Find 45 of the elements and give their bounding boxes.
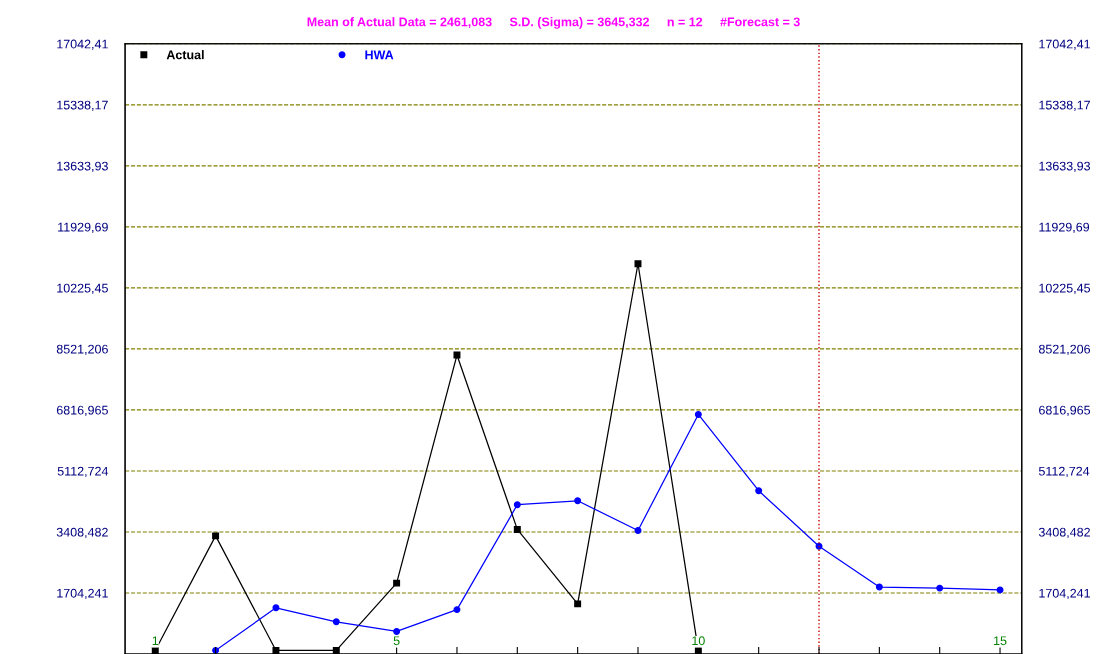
point: [634, 260, 642, 268]
point: [574, 497, 582, 505]
y-tick-label: 1704,241: [57, 588, 108, 600]
x-tick-label: 15: [994, 636, 1007, 646]
y2-tick-label: 10225,45: [1039, 283, 1091, 295]
point: [212, 532, 220, 540]
point: [936, 584, 944, 592]
point: [332, 618, 340, 626]
y-tick-label: 15338,17: [57, 100, 108, 111]
y2-tick-label: 6816,965: [1039, 405, 1091, 417]
y2-tick-label: 8521,206: [1038, 344, 1091, 356]
y-tick-label: 5112,724: [57, 466, 109, 478]
y-tick-label: 17042,41: [57, 39, 108, 50]
y2-tick-label: 11929,69: [1039, 222, 1090, 233]
point: [453, 351, 461, 359]
y2-tick-label: 13633,93: [1039, 161, 1091, 172]
point: [393, 627, 401, 635]
x-tick-label: 10: [692, 636, 705, 646]
x-tick-label: 5: [393, 636, 400, 646]
point: [513, 525, 521, 533]
legend-label: Actual: [166, 50, 204, 60]
point: [453, 606, 461, 614]
y-tick-label: 8521,206: [56, 344, 108, 356]
y-tick-label: 6816,965: [56, 405, 108, 417]
point: [694, 411, 702, 418]
point: [634, 527, 642, 534]
point: [272, 604, 280, 612]
point: [574, 600, 582, 608]
point: [393, 579, 401, 587]
y2-tick-label: 15338,17: [1039, 100, 1090, 111]
y-tick-label: 3408,482: [56, 527, 108, 539]
y2-tick-label: 5112,724: [1038, 466, 1090, 478]
point: [875, 583, 883, 591]
chart-title: Mean of Actual Data = 2461,083 S.D. (Sigma) = 3645,332 n = 12 #Forecast = 3: [307, 17, 800, 29]
y-tick-label: 11929,69: [58, 222, 108, 233]
point: [755, 487, 763, 495]
y2-tick-label: 3408,482: [1038, 527, 1090, 539]
y2-tick-label: 1704,241: [1039, 588, 1090, 600]
y2-tick-label: 17042,41: [1039, 39, 1090, 50]
y-tick-label: 13633,93: [57, 161, 108, 172]
x-tick-label: 1: [152, 636, 159, 645]
point: [513, 501, 521, 509]
point: [996, 586, 1004, 594]
legend-label: HWA: [365, 50, 394, 60]
y-tick-label: 10225,45: [57, 283, 108, 295]
